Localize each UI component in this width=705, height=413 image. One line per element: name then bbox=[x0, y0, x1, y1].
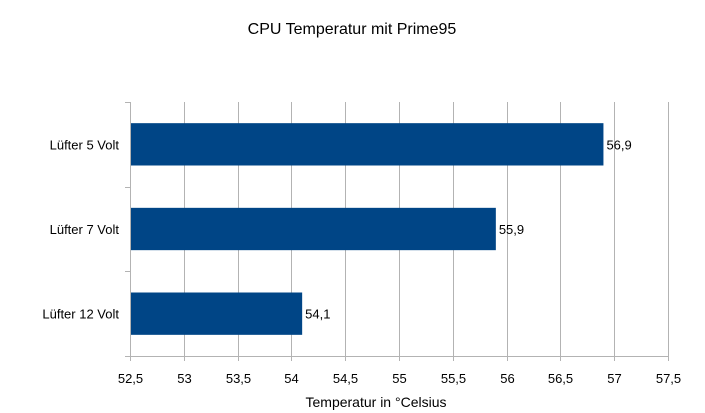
y-category-label: Lüfter 5 Volt bbox=[50, 137, 120, 152]
x-tick-label: 56,5 bbox=[548, 371, 573, 386]
axes bbox=[125, 102, 669, 357]
x-tick-label: 52,5 bbox=[118, 371, 143, 386]
data-label: 56,9 bbox=[606, 137, 631, 152]
y-category-label: Lüfter 12 Volt bbox=[42, 307, 119, 322]
chart-title: CPU Temperatur mit Prime95 bbox=[248, 21, 457, 38]
bar bbox=[131, 123, 604, 166]
bars bbox=[131, 123, 604, 335]
x-tick-label: 57,5 bbox=[656, 371, 681, 386]
x-tick-label: 53 bbox=[177, 371, 191, 386]
labels: 52,5 53 53,5 54 54,5 55 55,5 56 56,5 57 57,5 Lüfter… bbox=[42, 137, 681, 386]
bar bbox=[131, 207, 496, 251]
y-category-label: Lüfter 7 Volt bbox=[50, 222, 120, 237]
data-label: 55,9 bbox=[499, 222, 524, 237]
x-tick-label: 55 bbox=[392, 371, 406, 386]
x-axis-title: Temperatur in °Celsius bbox=[306, 394, 447, 410]
bar bbox=[131, 292, 303, 335]
x-tick-label: 54 bbox=[284, 371, 298, 386]
data-label: 54,1 bbox=[305, 307, 330, 322]
x-tick-label: 56 bbox=[500, 371, 514, 386]
x-tick-label: 53,5 bbox=[226, 371, 251, 386]
x-tick-label: 54,5 bbox=[333, 371, 358, 386]
x-tick-label: 55,5 bbox=[441, 371, 466, 386]
x-tick-label: 57 bbox=[607, 371, 621, 386]
